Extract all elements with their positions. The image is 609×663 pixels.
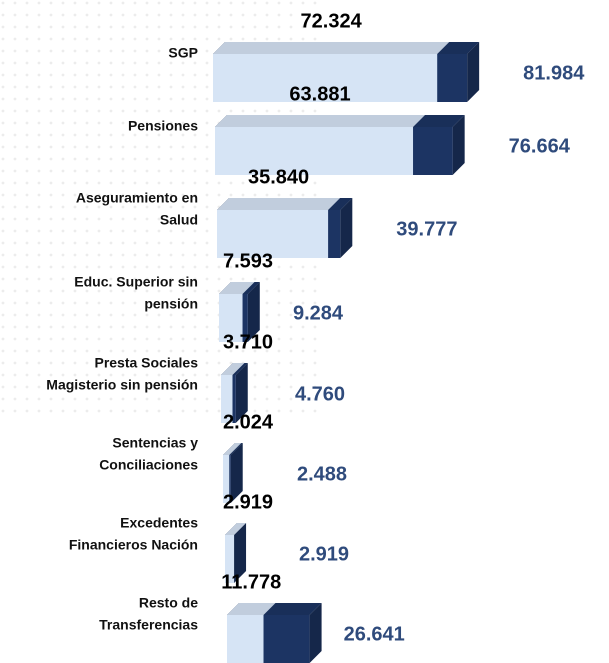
bar-front <box>223 455 230 503</box>
bar <box>223 443 242 503</box>
category-label: Educ. Superior sin <box>74 274 198 290</box>
total-label: 9.284 <box>293 302 344 324</box>
bar-top <box>225 523 247 535</box>
bar-side <box>340 198 353 258</box>
bar-top <box>217 198 341 210</box>
category-label: Conciliaciones <box>99 457 198 473</box>
category-label: SGP <box>168 45 198 61</box>
bar-top <box>223 443 242 455</box>
bar <box>225 523 247 583</box>
category-label: Pensiones <box>128 118 198 134</box>
total-label: 2.919 <box>299 543 349 565</box>
value-label: 3.710 <box>223 331 273 353</box>
bar-top <box>221 363 245 375</box>
bar <box>217 198 341 258</box>
bar-front <box>227 615 264 663</box>
total-label: 4.760 <box>295 383 345 405</box>
bar-front <box>225 535 235 583</box>
category-label: Presta Sociales <box>94 355 198 371</box>
bar-top <box>215 115 426 127</box>
bar <box>213 42 450 102</box>
value-label: 2.919 <box>223 491 273 513</box>
bar <box>227 603 276 663</box>
total-label: 26.641 <box>344 623 405 645</box>
bar <box>215 115 426 175</box>
bar-top <box>219 282 255 294</box>
bar-front <box>215 127 414 175</box>
bar-top <box>227 603 276 615</box>
value-label: 2.024 <box>223 411 274 433</box>
value-label: 7.593 <box>223 250 273 272</box>
bar-front <box>217 210 329 258</box>
category-label: Excedentes <box>120 515 198 531</box>
bar <box>221 363 245 423</box>
category-label: Salud <box>160 212 198 228</box>
category-label: Resto de <box>139 595 198 611</box>
value-label: 63.881 <box>289 83 350 105</box>
bar-top <box>213 42 450 54</box>
bar-front <box>219 294 243 342</box>
bar-side <box>235 363 248 423</box>
bar-side <box>230 443 243 503</box>
value-label: 72.324 <box>301 10 363 32</box>
total-label: 2.488 <box>297 463 347 485</box>
category-label: Magisterio sin pensión <box>46 377 198 393</box>
category-label: Transferencias <box>99 617 198 633</box>
total-label: 81.984 <box>523 62 585 84</box>
category-label: Sentencias y <box>112 435 198 451</box>
bar-side <box>234 523 247 583</box>
total-label: 76.664 <box>509 135 571 157</box>
category-label: pensión <box>144 296 198 312</box>
total-label: 39.777 <box>396 218 457 240</box>
bar-front <box>213 54 438 102</box>
bar-front <box>221 375 233 423</box>
value-label: 11.778 <box>221 571 281 593</box>
bar <box>219 282 255 342</box>
bar-side <box>309 603 322 663</box>
category-label: Financieros Nación <box>69 537 198 553</box>
bar-side <box>452 115 465 175</box>
category-label: Aseguramiento en <box>76 190 198 206</box>
bar-side <box>467 42 480 102</box>
bar-side <box>247 282 260 342</box>
value-label: 35.840 <box>248 166 309 188</box>
